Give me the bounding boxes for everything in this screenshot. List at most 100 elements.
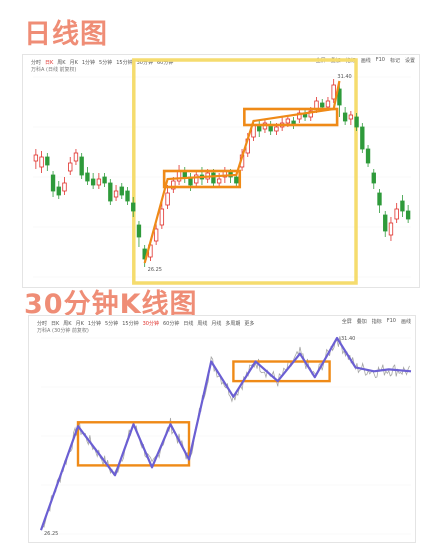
min30-tab-11[interactable]: 月线 — [211, 320, 222, 327]
min30-range-box — [232, 360, 331, 383]
daily-candle-body — [308, 110, 313, 118]
daily-candle-body — [383, 214, 388, 232]
min30-range-box — [76, 421, 191, 467]
daily-candle-body — [211, 172, 216, 184]
daily-candle-body — [62, 182, 67, 192]
daily-candlestick-chart: 26.25 31.40 — [33, 58, 411, 285]
daily-candle-body — [68, 162, 73, 172]
daily-candle-body — [171, 180, 176, 190]
daily-candle-body — [108, 182, 113, 202]
min30-tab-8[interactable]: 60分钟 — [162, 320, 180, 327]
daily-tab-0[interactable]: 分时 — [31, 59, 42, 66]
daily-candle-body — [33, 154, 39, 162]
min30-tab-7[interactable]: 30分钟 — [142, 320, 159, 327]
daily-candle-body — [45, 156, 50, 166]
daily-tab-3[interactable]: 月K — [69, 59, 78, 66]
daily-range-box — [243, 107, 339, 127]
min30-tab-12[interactable]: 多周期 — [225, 320, 241, 327]
daily-tool-5[interactable]: 标记 — [389, 57, 400, 64]
min30-period-tabs: 分时 日K 周K 月K 1分钟 5分钟 15分钟 30分钟 60分钟 日线 周线 月线 多周期 更多 — [37, 318, 411, 328]
min30-tab-1[interactable]: 日K — [51, 320, 60, 327]
daily-trend-line — [143, 80, 341, 264]
min30-tab-10[interactable]: 周线 — [197, 320, 208, 327]
daily-candle-body — [90, 178, 96, 186]
daily-range-box — [162, 169, 242, 189]
min30-zigzag-line — [39, 336, 412, 531]
daily-candle-body — [136, 224, 142, 238]
daily-tab-7[interactable]: 30分钟 — [136, 59, 153, 66]
daily-candle-body — [39, 156, 44, 168]
daily-tab-1[interactable]: 日K — [45, 59, 54, 66]
daily-tool-6[interactable]: 设置 — [404, 57, 415, 64]
daily-tab-8[interactable]: 60分钟 — [156, 59, 174, 66]
daily-candle-body — [56, 186, 61, 196]
daily-candle-body — [400, 200, 405, 212]
min30-tab-13[interactable]: 更多 — [244, 320, 255, 327]
daily-tab-5[interactable]: 5分钟 — [99, 59, 113, 66]
daily-period-tabs: 分时 日K 周K 月K 1分钟 5分钟 15分钟 30分钟 60分钟 — [31, 57, 415, 67]
min30-tab-5[interactable]: 5分钟 — [105, 320, 119, 327]
daily-candle-body — [365, 148, 371, 164]
daily-candle-body — [274, 126, 279, 132]
daily-candle-body — [394, 208, 399, 220]
daily-candle-body — [85, 172, 90, 182]
min30-tab-6[interactable]: 15分钟 — [122, 320, 139, 327]
daily-candle-body — [297, 112, 302, 120]
daily-candle-body — [325, 100, 331, 108]
daily-tool-4[interactable]: F10 — [375, 57, 385, 63]
daily-tab-4[interactable]: 1分钟 — [81, 59, 96, 66]
min30-high-price-label: 31.40 — [341, 336, 355, 342]
daily-candle-body — [331, 84, 336, 100]
daily-candle-body — [337, 88, 342, 106]
daily-candle-body — [234, 176, 239, 184]
daily-candle-body — [113, 190, 119, 198]
daily-candle-body — [153, 228, 159, 242]
min30-stock-label: 万科A (30分钟 前复权) — [37, 328, 89, 334]
min30-tool-1[interactable]: 叠加 — [356, 318, 367, 325]
title-30min-chart: 30分钟K线图 — [24, 289, 198, 320]
min30-tool-2[interactable]: 指标 — [371, 318, 382, 325]
min30-chart-panel: 分时 日K 周K 月K 1分钟 5分钟 15分钟 30分钟 60分钟 日线 周线 月线 多周期 更多 全屏… — [28, 315, 416, 543]
daily-candle-body — [216, 178, 222, 184]
daily-candle-body — [320, 102, 325, 108]
daily-candle-body — [119, 186, 124, 196]
daily-tab-6[interactable]: 15分钟 — [116, 59, 133, 66]
daily-candle-body — [131, 202, 136, 212]
daily-tab-2[interactable]: 周K — [57, 59, 66, 66]
daily-chart-panel: 分时 日K 周K 月K 1分钟 5分钟 15分钟 30分钟 60分钟 全屏 叠加 指标 画线 F10 标记… — [22, 54, 420, 288]
min30-tab-2[interactable]: 周K — [63, 320, 72, 327]
min30-toolbar: 全屏 叠加 指标 F10 画线 — [337, 316, 411, 326]
daily-candle-body — [285, 118, 291, 124]
min30-tab-9[interactable]: 日线 — [183, 320, 194, 327]
daily-stock-label: 万科A (日线 前复权) — [31, 67, 77, 73]
min30-tab-3[interactable]: 月K — [75, 320, 84, 327]
daily-candle-body — [125, 190, 130, 202]
daily-candle-body — [360, 126, 365, 150]
daily-candle-body — [165, 192, 170, 206]
min30-line-chart: 26.25 31.40 — [39, 336, 412, 537]
daily-candle-body — [354, 116, 359, 128]
daily-candle-body — [159, 208, 165, 226]
min30-tool-4[interactable]: 画线 — [400, 318, 411, 325]
daily-candle-body — [79, 156, 84, 176]
daily-candle-body — [405, 210, 411, 220]
min30-tool-3[interactable]: F10 — [386, 318, 396, 324]
daily-candle-body — [388, 222, 394, 236]
daily-candle-body — [348, 114, 354, 120]
daily-candle-body — [377, 192, 382, 206]
daily-high-price-label: 31.40 — [337, 74, 351, 80]
daily-low-price-label: 26.25 — [148, 267, 162, 273]
title-daily-chart: 日线图 — [24, 19, 108, 50]
daily-candle-body — [50, 174, 56, 192]
min30-tool-0[interactable]: 全屏 — [341, 318, 352, 325]
min30-tab-4[interactable]: 1分钟 — [87, 320, 102, 327]
daily-candle-body — [194, 174, 199, 184]
daily-candle-body — [102, 176, 107, 184]
min30-low-price-label: 26.25 — [44, 531, 58, 537]
min30-tab-0[interactable]: 分时 — [37, 320, 48, 327]
daily-candle-body — [96, 178, 102, 186]
daily-candle-body — [73, 152, 79, 162]
daily-highlight-box — [132, 58, 358, 285]
daily-candle-body — [342, 112, 348, 122]
daily-tool-3[interactable]: 画线 — [360, 57, 371, 64]
